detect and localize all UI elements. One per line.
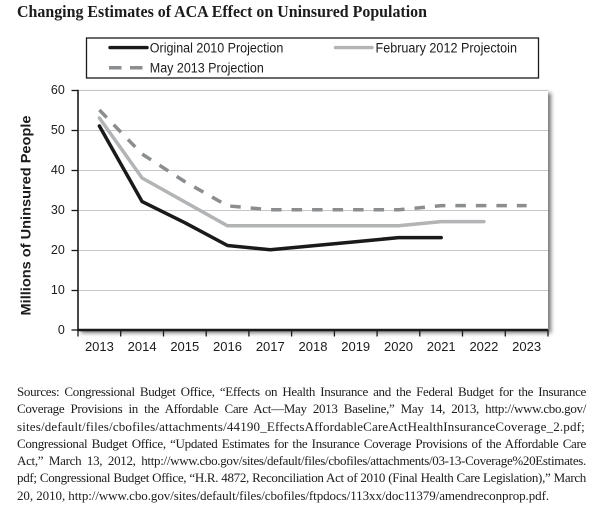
- svg-text:30: 30: [51, 203, 65, 217]
- svg-text:2022: 2022: [469, 339, 498, 354]
- svg-text:0: 0: [58, 323, 65, 337]
- svg-text:10: 10: [51, 283, 65, 297]
- svg-text:2023: 2023: [512, 339, 541, 354]
- svg-text:Original 2010 Projection: Original 2010 Projection: [150, 40, 283, 55]
- svg-text:2018: 2018: [299, 339, 328, 354]
- svg-text:2020: 2020: [384, 339, 413, 354]
- svg-text:2015: 2015: [170, 339, 199, 354]
- svg-text:2016: 2016: [213, 339, 242, 354]
- svg-text:Millions of Uninsured People: Millions of Uninsured People: [18, 115, 34, 315]
- svg-text:20: 20: [51, 243, 65, 257]
- svg-text:50: 50: [51, 123, 65, 137]
- svg-text:February 2012 Projectoin: February 2012 Projectoin: [376, 40, 518, 55]
- svg-text:2021: 2021: [427, 339, 456, 354]
- svg-text:2014: 2014: [128, 339, 157, 354]
- svg-text:40: 40: [51, 163, 65, 177]
- svg-text:2019: 2019: [341, 339, 370, 354]
- svg-text:2013: 2013: [85, 339, 114, 354]
- svg-text:May 2013 Projection: May 2013 Projection: [150, 60, 264, 75]
- svg-text:2017: 2017: [256, 339, 285, 354]
- svg-text:Changing Estimates of ACA Effe: Changing Estimates of ACA Effect on Unin…: [17, 2, 428, 21]
- svg-text:60: 60: [51, 83, 65, 97]
